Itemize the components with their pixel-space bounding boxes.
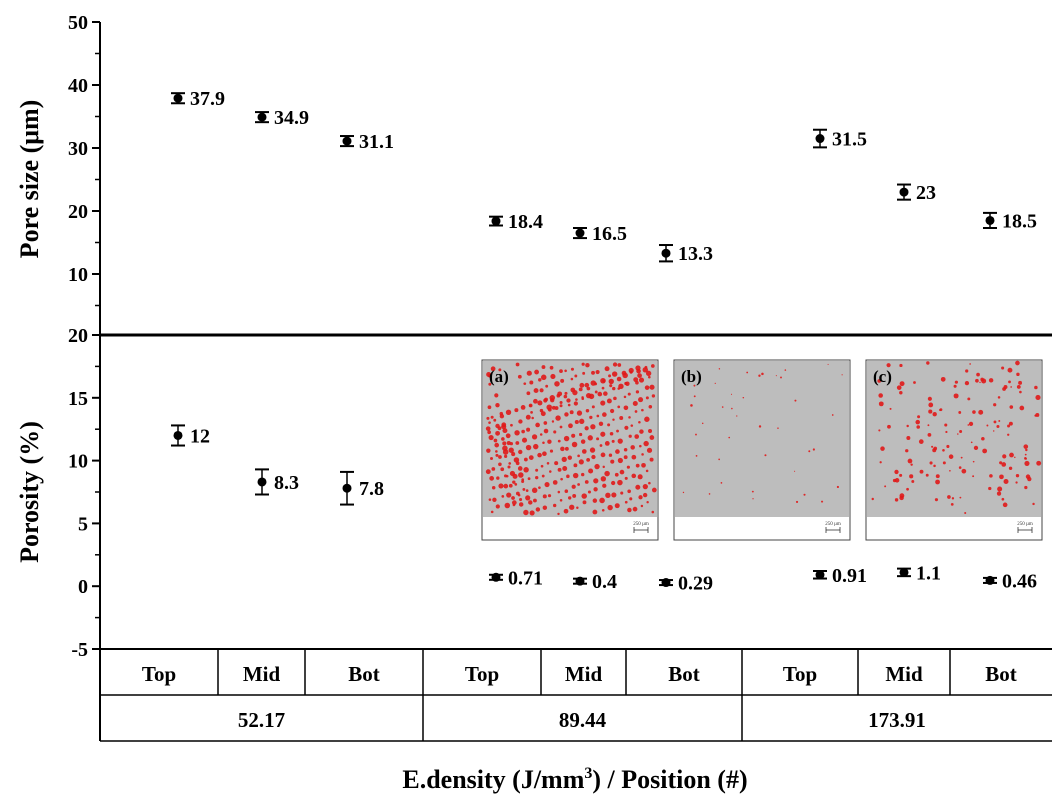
category-label: Top [783, 662, 817, 686]
data-label: 16.5 [592, 223, 627, 245]
porosity-point: 0.91 [813, 565, 867, 587]
porosity-point: 0.29 [659, 573, 713, 595]
inset-label: (b) [681, 367, 702, 386]
data-label: 37.9 [190, 88, 225, 110]
y-tick-label-porosity: 10 [68, 451, 88, 473]
group-label: 89.44 [559, 708, 607, 732]
data-label: 31.5 [832, 129, 867, 151]
data-marker [491, 572, 501, 582]
pore-size-axis-label: Pore size (μm) [15, 100, 44, 259]
category-label: Bot [985, 662, 1017, 686]
porosity-point: 1.1 [897, 562, 941, 584]
porosity-point: 8.3 [255, 468, 299, 496]
data-marker [815, 134, 825, 144]
data-label: 0.4 [592, 571, 617, 593]
data-marker [173, 93, 183, 103]
pore-size-point: 34.9 [255, 107, 309, 129]
data-marker [257, 477, 267, 487]
x-category-table: Top Mid Bot Top Mid Bot Top Mid Bot 52.17 89.44 173… [142, 662, 1017, 732]
y-tick-label-porosity: -5 [71, 639, 88, 661]
y-tick-label-porosity: 15 [68, 388, 88, 410]
porosity-point: 0.4 [573, 571, 617, 593]
y-tick-label-pore: 40 [68, 75, 88, 97]
category-label: Mid [565, 662, 603, 686]
category-label: Bot [668, 662, 700, 686]
scale-bar-label: 250 µm [1017, 522, 1033, 527]
scale-bar-label: 250 µm [825, 522, 841, 527]
data-marker [173, 430, 183, 440]
category-label: Top [465, 662, 499, 686]
porosity-point: 0.71 [489, 567, 543, 589]
micrograph-insets: (a) 250 µm (b) 250 µm (c) 250 µm [481, 359, 1043, 541]
data-marker [661, 248, 671, 258]
data-label: 18.4 [508, 211, 543, 233]
micrograph-inset-b: (b) 250 µm [673, 359, 851, 541]
pore-size-point: 18.5 [983, 210, 1037, 232]
pore-size-point: 23 [897, 182, 936, 204]
category-label: Bot [348, 662, 380, 686]
data-marks: 37.9 34.9 31.1 18.4 16.5 13.3 31.5 23 18.5 12 8.3 7… [171, 88, 1037, 595]
pore-size-point: 37.9 [171, 88, 225, 110]
data-label: 0.71 [508, 567, 543, 589]
data-label: 8.3 [274, 472, 299, 494]
x-axis-label: E.density (J/mm3) / Position (#) [402, 765, 747, 794]
data-marker [342, 136, 352, 146]
data-marker [575, 228, 585, 238]
y-tick-label-pore: 30 [68, 138, 88, 160]
data-label: 1.1 [916, 562, 941, 584]
data-marker [575, 576, 585, 586]
porosity-point: 7.8 [340, 470, 384, 506]
data-marker [899, 567, 909, 577]
y-tick-label-porosity: 0 [78, 576, 88, 598]
pore-size-point: 13.3 [659, 243, 713, 265]
inset-label: (c) [873, 367, 892, 386]
chart-frame [99, 22, 1052, 742]
scale-bar-label: 250 µm [633, 522, 649, 527]
pore-size-point: 31.1 [340, 131, 394, 153]
y-tick-label-porosity: 5 [78, 513, 88, 535]
data-marker [985, 575, 995, 585]
inset-label: (a) [489, 367, 509, 386]
data-marker [899, 187, 909, 197]
data-marker [342, 483, 352, 493]
data-marker [815, 570, 825, 580]
data-label: 18.5 [1002, 210, 1037, 232]
pore-size-point: 31.5 [813, 129, 867, 151]
data-marker [985, 215, 995, 225]
data-label: 7.8 [359, 478, 384, 500]
y-tick-label-pore: 10 [68, 264, 88, 286]
category-label: Mid [885, 662, 923, 686]
data-marker [661, 578, 671, 588]
micrograph-inset-a: (a) 250 µm [481, 359, 659, 541]
porosity-point: 0.46 [983, 570, 1037, 592]
axis-ticks: 10 20 30 40 50 -5 0 5 10 15 20 [68, 12, 100, 661]
category-label: Top [142, 662, 176, 686]
pore-size-point: 18.4 [489, 211, 543, 233]
y-tick-label-pore: 20 [68, 201, 88, 223]
data-marker [491, 216, 501, 226]
data-marker [257, 112, 267, 122]
data-label: 31.1 [359, 131, 394, 153]
data-label: 0.29 [678, 573, 713, 595]
data-label: 23 [916, 182, 936, 204]
group-label: 173.91 [868, 708, 926, 732]
micrograph-inset-c: (c) 250 µm [865, 359, 1043, 541]
pore-size-point: 16.5 [573, 223, 627, 245]
porosity-axis-label: Porosity (%) [15, 421, 44, 563]
y-tick-label-porosity: 20 [68, 325, 88, 347]
group-label: 52.17 [238, 708, 285, 732]
data-label: 12 [190, 425, 210, 447]
data-label: 13.3 [678, 243, 713, 265]
porosity-point: 12 [171, 424, 210, 447]
data-label: 34.9 [274, 107, 309, 129]
data-label: 0.46 [1002, 570, 1037, 592]
category-label: Mid [243, 662, 281, 686]
data-label: 0.91 [832, 565, 867, 587]
y-tick-label-pore: 50 [68, 12, 88, 34]
